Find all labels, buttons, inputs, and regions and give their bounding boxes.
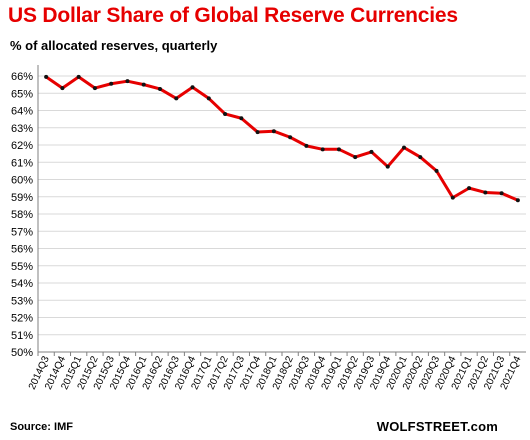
y-tick-label: 58% bbox=[11, 209, 33, 221]
data-point bbox=[44, 74, 49, 79]
y-tick-label: 54% bbox=[11, 278, 33, 290]
y-tick-label: 64% bbox=[11, 106, 33, 118]
data-point bbox=[515, 198, 520, 203]
data-point bbox=[336, 147, 341, 152]
series-usd-share bbox=[44, 74, 520, 203]
y-tick-label: 59% bbox=[11, 192, 33, 204]
data-point bbox=[76, 74, 81, 79]
data-point bbox=[450, 195, 455, 200]
data-point bbox=[271, 129, 276, 134]
data-point bbox=[223, 111, 228, 116]
data-point bbox=[385, 164, 390, 169]
data-point bbox=[92, 86, 97, 91]
source-note: Source: IMF bbox=[10, 421, 73, 433]
y-tick-labels: 50% 51% 52% 53% 54% 55% 56% 57% 58% 59% 60% 61% 62% 6… bbox=[11, 71, 33, 359]
data-point bbox=[255, 130, 260, 135]
data-point bbox=[190, 85, 195, 90]
y-tick-label: 52% bbox=[11, 313, 33, 325]
data-point bbox=[239, 116, 244, 121]
y-tick-label: 57% bbox=[11, 226, 33, 238]
y-tick-label: 62% bbox=[11, 140, 33, 152]
y-tick-label: 56% bbox=[11, 244, 33, 256]
series-line bbox=[45, 75, 519, 202]
y-tick-label: 61% bbox=[11, 157, 33, 169]
y-tick-label: 50% bbox=[11, 347, 33, 359]
data-point bbox=[418, 155, 423, 160]
data-point bbox=[288, 135, 293, 140]
data-point bbox=[304, 143, 309, 148]
data-point bbox=[483, 190, 488, 195]
data-point bbox=[353, 155, 358, 160]
data-point bbox=[174, 96, 179, 101]
data-point bbox=[125, 79, 130, 84]
data-point bbox=[109, 81, 114, 86]
chart-subtitle: % of allocated reserves, quarterly bbox=[10, 38, 218, 53]
brand-watermark: WOLFSTREET.com bbox=[376, 419, 498, 434]
data-point bbox=[320, 147, 325, 152]
data-point bbox=[402, 145, 406, 150]
axes bbox=[37, 65, 526, 356]
data-point bbox=[141, 82, 146, 87]
y-tick-label: 55% bbox=[11, 261, 33, 273]
data-point bbox=[434, 168, 439, 173]
y-tick-label: 63% bbox=[11, 123, 33, 135]
y-tick-label: 60% bbox=[11, 175, 33, 187]
y-tick-label: 65% bbox=[11, 88, 33, 100]
data-point bbox=[369, 149, 374, 154]
data-point bbox=[206, 96, 211, 101]
data-point bbox=[499, 191, 504, 196]
data-point bbox=[60, 86, 65, 91]
data-point bbox=[158, 86, 162, 91]
y-tick-label: 51% bbox=[11, 330, 33, 342]
y-tick-label: 66% bbox=[11, 71, 33, 83]
x-tick-labels: 2014Q32014Q42015Q12015Q22015Q32015Q42016… bbox=[27, 354, 524, 391]
chart-title: US Dollar Share of Global Reserve Curren… bbox=[8, 4, 458, 27]
data-point bbox=[467, 186, 472, 191]
gridlines bbox=[38, 75, 526, 336]
y-tick-label: 53% bbox=[11, 295, 33, 307]
